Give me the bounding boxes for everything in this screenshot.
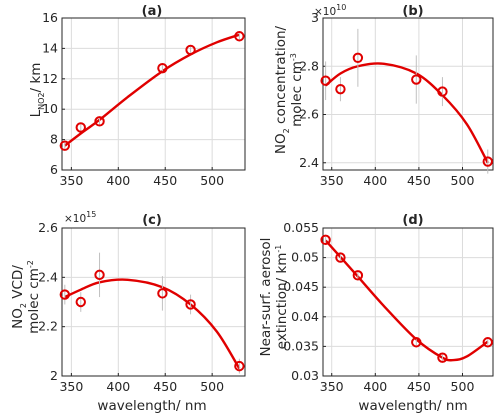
panel-a-point-2 [94,116,105,127]
panel-d-ylabel-line1: Near-surf. aerosol [258,238,274,357]
panel-c-ylabel-line2: molec cm-2 [26,260,42,334]
panel-b-ytick-label-0: 2.4 [299,155,319,170]
panel-b-fit-curve [324,62,489,164]
panel-a-xtick-label-1: 400 [106,173,130,188]
panel-a-point-4 [185,44,196,56]
panel-a-xtick-label-3: 500 [200,173,224,188]
panel-a-point-1 [75,122,86,133]
panel-c-xtick-label-0: 350 [59,379,83,394]
panel-b-ylabel-line2: molec cm-3 [289,53,305,127]
panel-b-point-0 [320,75,331,86]
panel-d-ytick-label-2: 0.04 [291,309,319,324]
panel-a-ylabel: LNO2/ km [28,63,46,118]
panel-b-xtick-label-3: 500 [451,173,475,188]
panel-a-ytick-label-3: 12 [42,71,58,86]
panel-d-point-5 [482,337,493,348]
panel-b-point-5 [482,156,493,167]
panel-c-point-2 [94,269,105,281]
panel-d-ytick-label-0: 0.03 [291,368,319,383]
panel-b-ylabel-line1: NO2 concentration/ [273,25,291,154]
panel-c-xlabel: wavelength/ nm [97,398,206,414]
panel-d-fit-curve [324,239,489,362]
panel-d-ytick-label-5: 0.055 [283,220,319,235]
panel-c-xtick-label-2: 450 [153,379,177,394]
panel-b-ytick-label-1: 2.6 [299,107,319,122]
panel-c: (c) ×1015 350 400 450 500 2 2.2 2.4 2.6 NO2 VCD… [10,210,246,414]
panel-a: (a) 350 400 450 500 6 8 10 12 14 16 LNO2/ km [28,4,246,188]
panel-b-point-4 [437,86,448,97]
panel-c-point-0 [59,289,71,300]
panel-d-xtick-label-0: 350 [320,379,344,394]
panel-d-ytick-label-3: 0.045 [283,279,319,294]
panel-b-point-3 [411,74,422,85]
panel-c-title: (c) [142,213,162,228]
panel-d-xlabel: wavelength/ nm [358,398,467,414]
panel-a-ytick-label-4: 14 [42,40,58,55]
panel-c-axes-frame [61,227,246,377]
panel-d-ytick-label-1: 0.035 [283,338,319,353]
panel-b: (b) ×1010 350 400 450 500 2.4 2.6 2.8 3 NO2 con… [273,3,494,188]
panel-c-xtick-label-1: 400 [106,379,130,394]
panel-d-ylabel-line2: extinction/ km-1 [274,245,290,350]
panel-c-fit-curve [64,278,241,370]
panel-d-xtick-label-1: 400 [363,379,387,394]
panel-a-title: (a) [142,4,163,19]
panel-c-point-1 [75,296,86,308]
panel-c-ytick-label-2: 2.4 [38,269,58,284]
panel-c-point-3 [157,288,168,299]
panel-d-point-2 [352,270,364,281]
panel-d-ytick-label-4: 0.05 [291,250,319,265]
panel-b-title: (b) [402,4,423,19]
panel-d-title: (d) [402,213,423,228]
panel-c-point-4 [185,299,196,310]
panel-b-xtick-label-1: 400 [363,173,387,188]
panel-d-point-3 [411,337,422,348]
panel-c-ytick-label-0: 2 [50,368,58,383]
panel-a-ytick-label-0: 6 [50,162,58,177]
panel-b-exponent: ×1010 [314,3,346,18]
panel-a-ytick-label-2: 10 [42,101,58,116]
panel-d-xtick-label-2: 450 [407,379,431,394]
panel-a-fit-curve [64,33,240,147]
panel-b-point-2 [352,52,364,64]
panel-c-ytick-label-3: 2.6 [38,220,58,235]
panel-a-point-5 [234,31,245,42]
panel-a-axes-frame [61,17,246,171]
panel-b-xtick-label-0: 350 [320,173,344,188]
panel-b-ytick-label-2: 2.8 [299,58,319,73]
panel-a-ytick-label-1: 8 [50,132,58,147]
panel-c-xtick-label-3: 500 [200,379,224,394]
panel-a-ytick-label-5: 16 [42,10,58,25]
panel-d: (d) 350 400 450 500 0.03 0.035 0.04 0.045 0.05 0.… [258,213,494,414]
panel-c-point-5 [234,360,245,372]
panel-c-ylabel-line1: NO2 VCD/ [10,265,28,329]
panel-c-exponent: ×1015 [64,210,96,225]
panel-d-point-0 [320,234,331,246]
panel-d-point-4 [437,352,448,363]
panel-d-axes-frame [322,227,494,377]
panel-a-xtick-label-0: 350 [59,173,83,188]
panel-b-point-1 [335,83,346,95]
panel-b-axes-frame [322,17,494,171]
panel-a-point-3 [157,62,168,74]
panel-c-ytick-label-1: 2.2 [38,319,58,334]
panel-d-xtick-label-3: 500 [451,379,475,394]
panel-b-xtick-label-2: 450 [407,173,431,188]
panel-d-point-1 [335,252,346,263]
panel-a-point-0 [59,140,71,151]
panel-a-xtick-label-2: 450 [153,173,177,188]
panel-b-ytick-label-3: 3 [311,10,319,25]
